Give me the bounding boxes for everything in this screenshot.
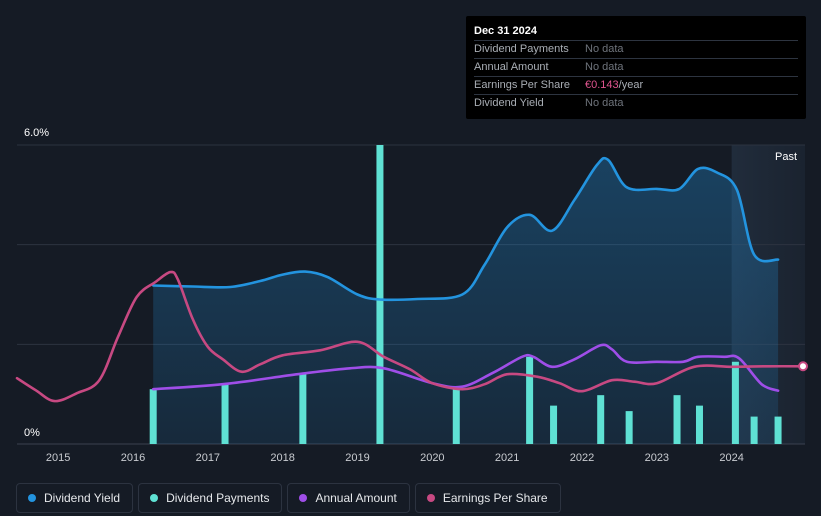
tooltip-date: Dec 31 2024 xyxy=(474,25,537,37)
dividend-yield-area xyxy=(153,158,779,444)
x-tick-label: 2017 xyxy=(196,452,220,464)
dividend-payment-bar xyxy=(750,416,758,444)
chart-legend: Dividend Yield Dividend Payments Annual … xyxy=(16,483,566,513)
eps-unit: /year xyxy=(618,79,644,91)
tooltip-label: Dividend Yield xyxy=(474,97,544,109)
dividend-payment-bar xyxy=(452,389,460,444)
x-tick-label: 2023 xyxy=(645,452,669,464)
x-tick-label: 2016 xyxy=(121,452,145,464)
earnings-per-share-line xyxy=(15,270,807,403)
legend-label: Earnings Per Share xyxy=(442,491,548,505)
tooltip-value: No data xyxy=(585,61,624,73)
legend-item-dividend-yield[interactable]: Dividend Yield xyxy=(16,483,134,513)
past-label: Past xyxy=(775,151,797,163)
y-label-bottom: 0% xyxy=(24,427,40,439)
dividend-chart: Past 6.0% 0% 2015 2016 2017 2018 2019 2020 2021 20… xyxy=(15,127,808,464)
eps-value: €0.143 xyxy=(585,79,619,91)
legend-item-annual-amount[interactable]: Annual Amount xyxy=(287,483,410,513)
x-tick-label: 2024 xyxy=(719,452,743,464)
dividend-payment-bar xyxy=(731,361,739,444)
dividend-payment-bar xyxy=(625,411,633,444)
annual-amount-line xyxy=(151,343,780,392)
dividend-yield-line xyxy=(151,156,780,302)
x-tick-label: 2022 xyxy=(570,452,594,464)
tooltip-label: Dividend Payments xyxy=(474,43,569,55)
tooltip-label: Annual Amount xyxy=(474,61,549,73)
x-tick-label: 2019 xyxy=(345,452,369,464)
dividend-payment-bar xyxy=(221,384,229,444)
tooltip-row-dividend-yield: Dividend Yield No data xyxy=(474,94,798,112)
tooltip-row-dividend-payments: Dividend Payments No data xyxy=(474,40,798,58)
dividend-payment-bar xyxy=(550,405,558,444)
legend-label: Annual Amount xyxy=(315,491,397,505)
legend-item-earnings-per-share[interactable]: Earnings Per Share xyxy=(414,483,561,513)
dividend-payment-bar xyxy=(597,395,605,444)
legend-label: Dividend Payments xyxy=(166,491,270,505)
tooltip-value: No data xyxy=(585,97,624,109)
x-tick-label: 2015 xyxy=(46,452,70,464)
eps-endpoint-marker xyxy=(798,361,808,372)
dividend-payment-bar xyxy=(376,145,384,444)
tooltip-panel: Dec 31 2024 Dividend Payments No data An… xyxy=(466,16,806,119)
tooltip-row-annual-amount: Annual Amount No data xyxy=(474,58,798,76)
tooltip-label: Earnings Per Share xyxy=(474,79,570,91)
legend-dot-icon xyxy=(150,494,159,502)
dividend-payment-bar xyxy=(774,416,782,444)
legend-dot-icon xyxy=(28,494,36,502)
tooltip-value: €0.143/year xyxy=(585,77,643,94)
legend-label: Dividend Yield xyxy=(44,491,121,505)
x-tick-label: 2020 xyxy=(420,452,444,464)
tooltip-row-earnings-per-share: Earnings Per Share €0.143/year xyxy=(474,76,798,94)
legend-item-dividend-payments[interactable]: Dividend Payments xyxy=(138,483,283,513)
x-tick-label: 2018 xyxy=(270,452,294,464)
legend-dot-icon xyxy=(426,494,435,502)
dividend-payment-bar xyxy=(695,405,703,444)
dividend-payment-bar xyxy=(526,356,534,444)
dividend-payment-bar xyxy=(299,374,307,444)
tooltip-value: No data xyxy=(585,43,624,55)
x-tick-label: 2021 xyxy=(495,452,519,464)
dividend-payment-bar xyxy=(673,395,681,444)
legend-dot-icon xyxy=(299,494,308,502)
y-label-top: 6.0% xyxy=(24,127,49,139)
dividend-payment-bar xyxy=(149,389,157,444)
